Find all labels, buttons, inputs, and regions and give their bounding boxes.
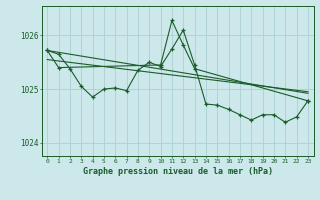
X-axis label: Graphe pression niveau de la mer (hPa): Graphe pression niveau de la mer (hPa) (83, 167, 273, 176)
